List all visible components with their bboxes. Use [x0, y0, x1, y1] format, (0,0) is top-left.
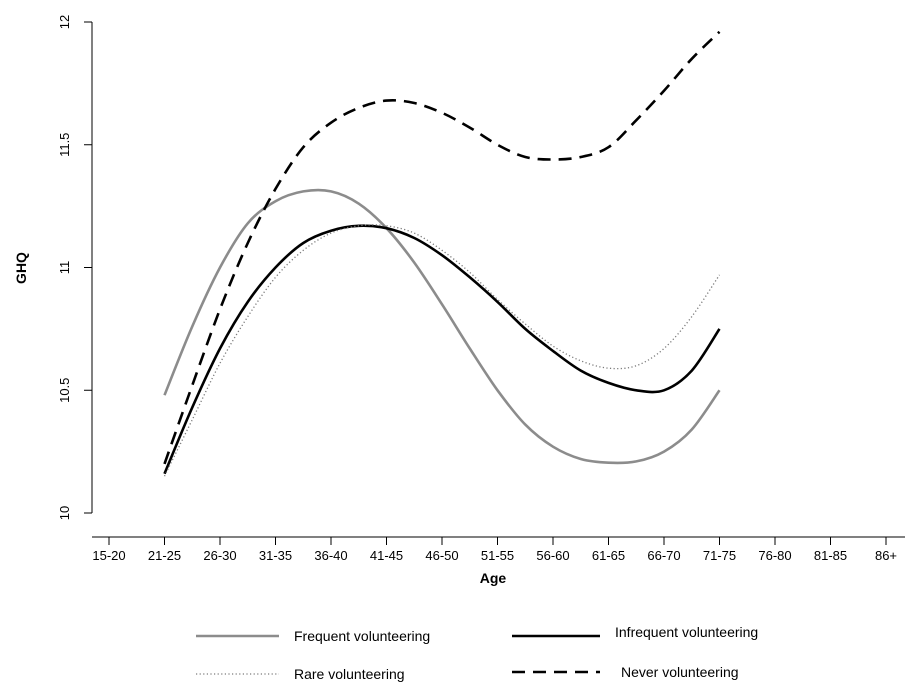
y-tick-label: 10.5 — [57, 378, 72, 403]
x-tick-label: 61-65 — [592, 548, 625, 563]
x-tick-label: 26-30 — [203, 548, 236, 563]
y-tick-label: 11 — [57, 261, 72, 275]
x-tick-label: 51-55 — [481, 548, 514, 563]
legend-label-never: Never volunteering — [621, 664, 739, 680]
x-tick-label: 86+ — [875, 548, 897, 563]
x-ticks: 15-20 21-25 26-30 31-35 36-40 41-45 46-50 51-55… — [92, 537, 897, 563]
series-line-rare — [163, 224, 721, 477]
x-tick-label: 71-75 — [703, 548, 736, 563]
x-tick-label: 81-85 — [814, 548, 847, 563]
legend-label-frequent: Frequent volunteering — [294, 628, 430, 644]
y-ticks: 10 10.5 11 11.5 12 — [57, 15, 92, 520]
y-tick-label: 12 — [57, 15, 72, 29]
x-tick-label: 21-25 — [148, 548, 181, 563]
y-tick-label: 11.5 — [57, 133, 72, 157]
y-axis-title: GHQ — [13, 252, 29, 284]
series-lines — [163, 30, 721, 477]
y-tick-label: 10 — [57, 506, 72, 520]
x-tick-label: 15-20 — [92, 548, 125, 563]
x-tick-label: 56-60 — [536, 548, 569, 563]
series-line-infrequent — [163, 224, 721, 475]
x-tick-label: 41-45 — [370, 548, 403, 563]
legend: Frequent volunteering Infrequent volunte… — [196, 624, 758, 682]
series-line-frequent — [163, 188, 721, 465]
x-tick-label: 66-70 — [647, 548, 680, 563]
x-tick-label: 46-50 — [425, 548, 458, 563]
legend-label-infrequent: Infrequent volunteering — [615, 624, 758, 640]
series-line-never — [163, 30, 721, 465]
legend-label-rare: Rare volunteering — [294, 666, 405, 682]
x-axis-title: Age — [480, 570, 507, 586]
x-tick-label: 31-35 — [259, 548, 292, 563]
x-tick-label: 36-40 — [314, 548, 347, 563]
x-tick-label: 76-80 — [758, 548, 791, 563]
